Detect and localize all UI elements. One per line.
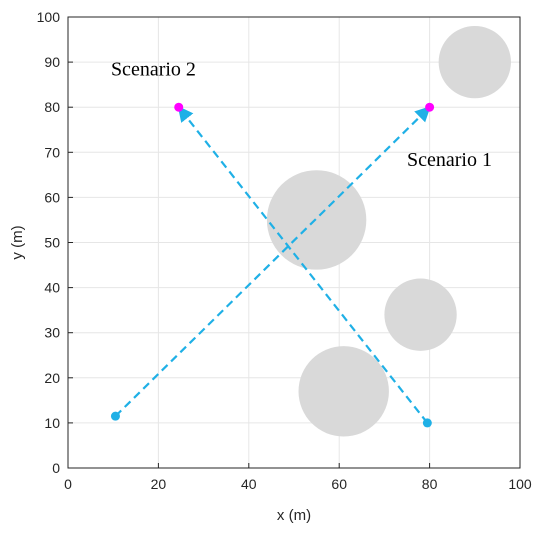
goal-point-1	[425, 102, 435, 112]
y-tick-label: 90	[44, 54, 60, 70]
start-point-2	[422, 418, 432, 428]
y-tick-label: 40	[44, 280, 60, 296]
trajectory-line-1	[114, 106, 431, 417]
y-tick-label: 100	[37, 9, 61, 25]
y-tick-label: 10	[44, 415, 60, 431]
y-tick-label: 50	[44, 235, 60, 251]
y-tick-label: 20	[44, 370, 60, 386]
x-tick-label: 40	[241, 476, 257, 492]
scenario-label-1: Scenario 2	[111, 59, 196, 81]
y-tick-label: 60	[44, 189, 60, 205]
x-tick-label: 60	[331, 476, 347, 492]
y-axis-label: y (m)	[9, 225, 26, 259]
obstacle-circle-3	[384, 278, 457, 351]
start-point-1	[110, 411, 120, 421]
path-layer	[110, 102, 435, 428]
obstacle-circle-4	[298, 346, 389, 437]
tick-layer: 0 20 40 60 80 100 0 10 20 30 40 50 60 70 80 90 100	[37, 9, 532, 492]
y-tick-label: 80	[44, 99, 60, 115]
obstacle-layer	[266, 25, 511, 437]
y-tick-label: 70	[44, 144, 60, 160]
y-tick-label: 30	[44, 325, 60, 341]
goal-point-2	[174, 102, 184, 112]
x-tick-label: 20	[151, 476, 167, 492]
x-tick-label: 80	[422, 476, 438, 492]
scenario-label-2: Scenario 1	[407, 149, 492, 171]
x-tick-label: 100	[508, 476, 532, 492]
obstacle-circle-1	[438, 25, 511, 99]
annotation-layer: Scenario 2 Scenario 1	[111, 59, 492, 171]
x-tick-label: 0	[64, 476, 72, 492]
trajectory-line-2	[177, 105, 429, 424]
y-tick-label: 0	[52, 460, 60, 476]
x-axis-label: x (m)	[277, 507, 311, 524]
